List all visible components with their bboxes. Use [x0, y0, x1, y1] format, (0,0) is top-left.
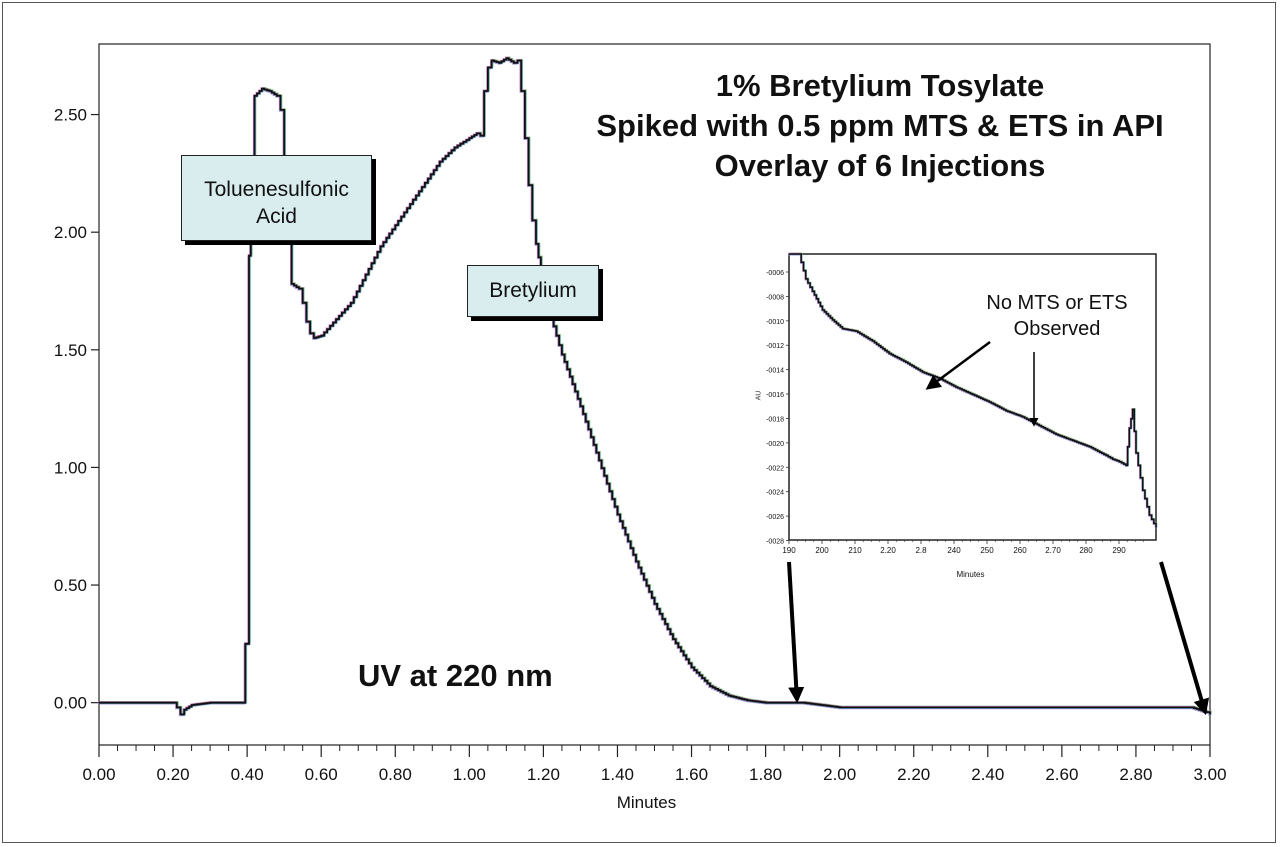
title-line-2: Spiked with 0.5 ppm MTS & ETS in API — [596, 108, 1164, 143]
x-tick-label: 1.20 — [527, 765, 560, 784]
callout-line-2: Acid — [256, 205, 297, 228]
y-tick-label: 0.00 — [54, 694, 87, 713]
x-tick-label: 0.00 — [82, 765, 115, 784]
chart-title: 1% Bretylium Tosylate Spiked with 0.5 pp… — [550, 66, 1210, 186]
x-tick-label: 2.00 — [823, 765, 856, 784]
y-tick-label: 1.00 — [54, 458, 87, 477]
x-tick-label: 2.80 — [1119, 765, 1152, 784]
inset-y-tick-label: -0012 — [766, 343, 784, 350]
inset-y-tick-label: -0008 — [766, 294, 784, 301]
inset-x-tick-label: 240 — [947, 546, 961, 555]
zoom-arrow-right — [1159, 561, 1210, 716]
inset-x-tick-label: 2.20 — [880, 546, 896, 555]
inset-y-tick-label: -0006 — [766, 270, 784, 277]
x-tick-label: 1.60 — [675, 765, 708, 784]
x-tick-label: 3.00 — [1193, 765, 1226, 784]
x-tick-label: 0.60 — [305, 765, 338, 784]
callout-line-1: Toluenesulfonic — [204, 178, 349, 201]
inset-annotation: No MTS or ETS Observed — [944, 290, 1170, 342]
y-tick-label: 2.00 — [54, 223, 87, 242]
x-tick-label: 1.80 — [749, 765, 782, 784]
x-tick-label: 0.40 — [231, 765, 264, 784]
inset-x-tick-label: 200 — [815, 546, 829, 555]
inset-plot-area — [788, 253, 1157, 541]
inset-y-tick-label: -0018 — [766, 416, 784, 423]
inset-y-tick-label: -0010 — [766, 319, 784, 326]
toluenesulfonic-acid-callout: Toluenesulfonic Acid — [181, 155, 372, 241]
inset-y-axis-label: AU — [755, 390, 763, 401]
inset-x-tick-label: 290 — [1112, 546, 1126, 555]
inset-x-tick-label: 190 — [782, 546, 796, 555]
inset-trace — [789, 253, 1157, 528]
inset-y-tick-label: -0020 — [766, 441, 784, 448]
inset-x-tick-label: 250 — [980, 546, 994, 555]
y-tick-label: 2.50 — [54, 106, 87, 125]
inset-x-tick-label: 280 — [1079, 546, 1093, 555]
inset-x-tick-label: 210 — [848, 546, 862, 555]
inset-arrow-diagonal — [925, 340, 991, 390]
x-axis-label: Minutes — [617, 793, 677, 812]
x-tick-label: 2.20 — [897, 765, 930, 784]
x-tick-label: 1.00 — [453, 765, 486, 784]
inset-y-tick-label: -0028 — [766, 539, 784, 546]
inset-y-tick-label: -0026 — [766, 514, 784, 521]
inset-y-tick-label: -0016 — [766, 392, 784, 399]
zoom-arrow-left — [787, 561, 805, 704]
x-tick-label: 2.60 — [1045, 765, 1078, 784]
inset-note-line-1: No MTS or ETS — [986, 292, 1128, 314]
inset-note-line-2: Observed — [1013, 318, 1101, 340]
inset-x-tick-label: 2.8 — [915, 546, 927, 555]
inset-y-tick-label: -0022 — [766, 465, 784, 472]
x-tick-label: 0.20 — [157, 765, 190, 784]
x-tick-label: 0.80 — [379, 765, 412, 784]
x-tick-label: 1.40 — [601, 765, 634, 784]
y-tick-label: 1.50 — [54, 341, 87, 360]
y-tick-label: 0.50 — [54, 576, 87, 595]
title-line-3: Overlay of 6 Injections — [714, 148, 1046, 183]
x-tick-label: 2.40 — [971, 765, 1004, 784]
inset-x-axis-label: Minutes — [956, 570, 984, 579]
title-line-1: 1% Bretylium Tosylate — [715, 68, 1045, 103]
main-trace — [99, 57, 1211, 716]
bretylium-callout: Bretylium — [467, 265, 599, 317]
inset-y-tick-label: -0014 — [766, 368, 784, 375]
inset-x-tick-label: 260 — [1013, 546, 1027, 555]
inset-x-tick-label: 2.70 — [1045, 546, 1061, 555]
inset-y-tick-label: -0024 — [766, 490, 784, 497]
uv-wavelength-label: UV at 220 nm — [358, 658, 553, 693]
